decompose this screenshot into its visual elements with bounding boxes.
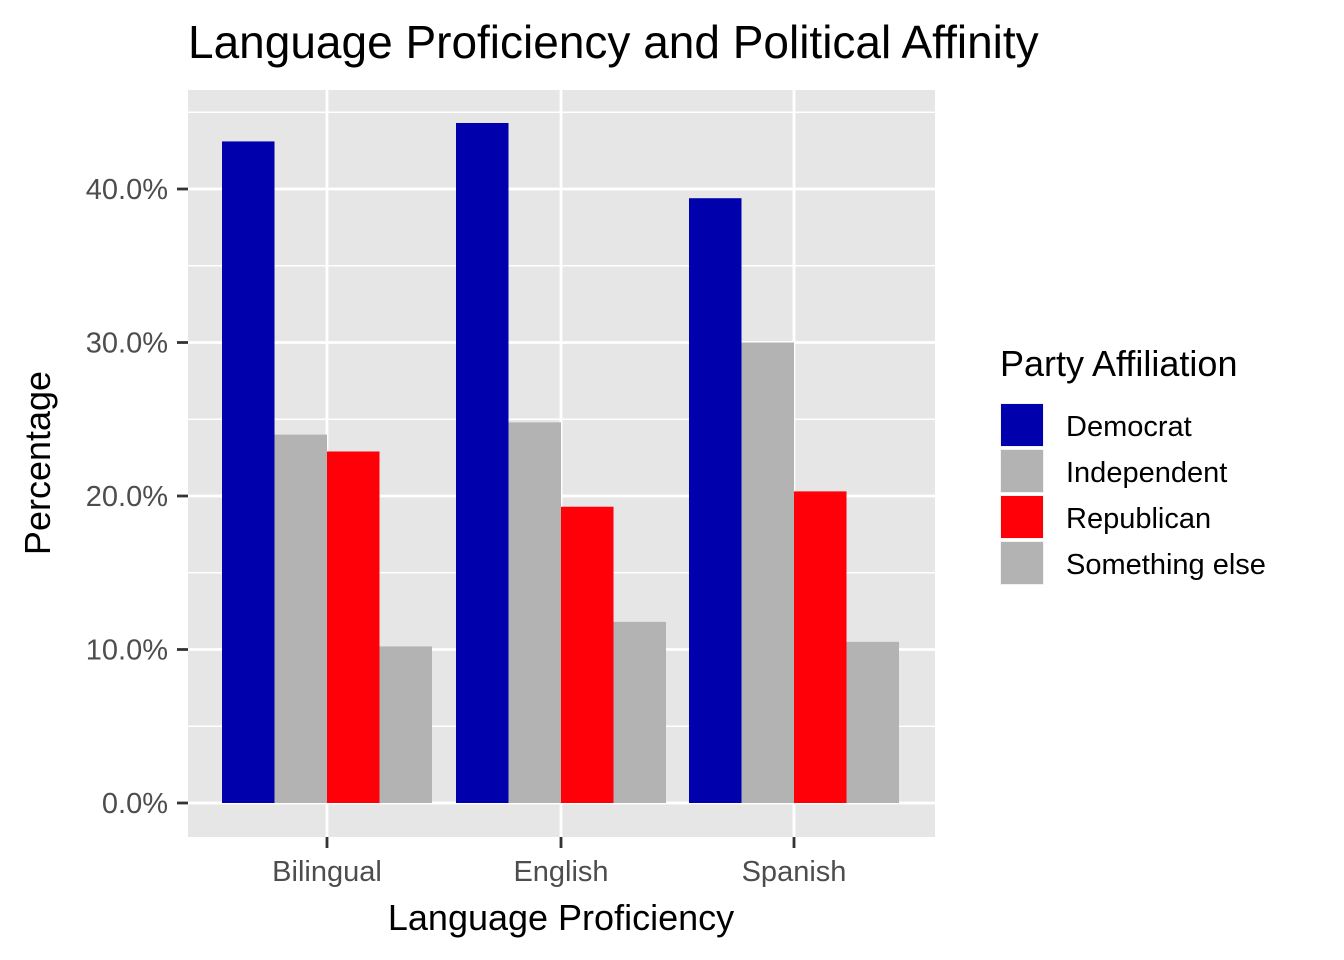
bar-something-else-english bbox=[613, 621, 666, 803]
bar-democrat-english bbox=[456, 122, 509, 804]
bar-democrat-bilingual bbox=[222, 141, 275, 804]
y-tick-label: 20.0% bbox=[86, 481, 168, 513]
chart-title: Language Proficiency and Political Affin… bbox=[188, 16, 1039, 68]
y-axis: 0.0% 10.0% 20.0% 30.0% 40.0% bbox=[86, 174, 188, 820]
legend-key-independent bbox=[1001, 450, 1043, 492]
legend-title: Party Affiliation bbox=[1000, 343, 1237, 384]
bar-republican-bilingual bbox=[327, 451, 380, 803]
legend-label: Something else bbox=[1066, 549, 1266, 581]
legend-label: Democrat bbox=[1066, 411, 1192, 443]
bar-something-else-spanish bbox=[846, 641, 899, 803]
x-tick-label: Spanish bbox=[742, 856, 847, 888]
y-axis-title: Percentage bbox=[17, 371, 58, 555]
bar-independent-english bbox=[508, 422, 561, 803]
bar-something-else-bilingual bbox=[379, 646, 432, 803]
x-axis: Bilingual English Spanish bbox=[272, 837, 846, 888]
legend-key-republican bbox=[1001, 496, 1043, 538]
legend-label: Republican bbox=[1066, 503, 1211, 535]
legend-key-something-else bbox=[1001, 542, 1043, 584]
bars bbox=[222, 122, 899, 804]
y-tick-label: 10.0% bbox=[86, 635, 168, 667]
legend-key-democrat bbox=[1001, 404, 1043, 446]
x-tick-label: English bbox=[513, 856, 608, 888]
y-tick-label: 40.0% bbox=[86, 174, 168, 206]
legend-label: Independent bbox=[1066, 457, 1227, 489]
y-tick-label: 0.0% bbox=[102, 788, 168, 820]
bar-independent-spanish bbox=[741, 342, 794, 803]
bar-republican-english bbox=[561, 506, 614, 803]
bar-democrat-spanish bbox=[689, 198, 742, 803]
x-axis-title: Language Proficiency bbox=[388, 897, 734, 938]
x-tick-label: Bilingual bbox=[272, 856, 382, 888]
bar-republican-spanish bbox=[794, 491, 847, 803]
legend: Party Affiliation Democrat Independent Rep… bbox=[1000, 343, 1266, 585]
bar-independent-bilingual bbox=[274, 434, 327, 803]
y-tick-label: 30.0% bbox=[86, 328, 168, 360]
legend-items: Democrat Independent Republican Something e… bbox=[1000, 403, 1266, 585]
